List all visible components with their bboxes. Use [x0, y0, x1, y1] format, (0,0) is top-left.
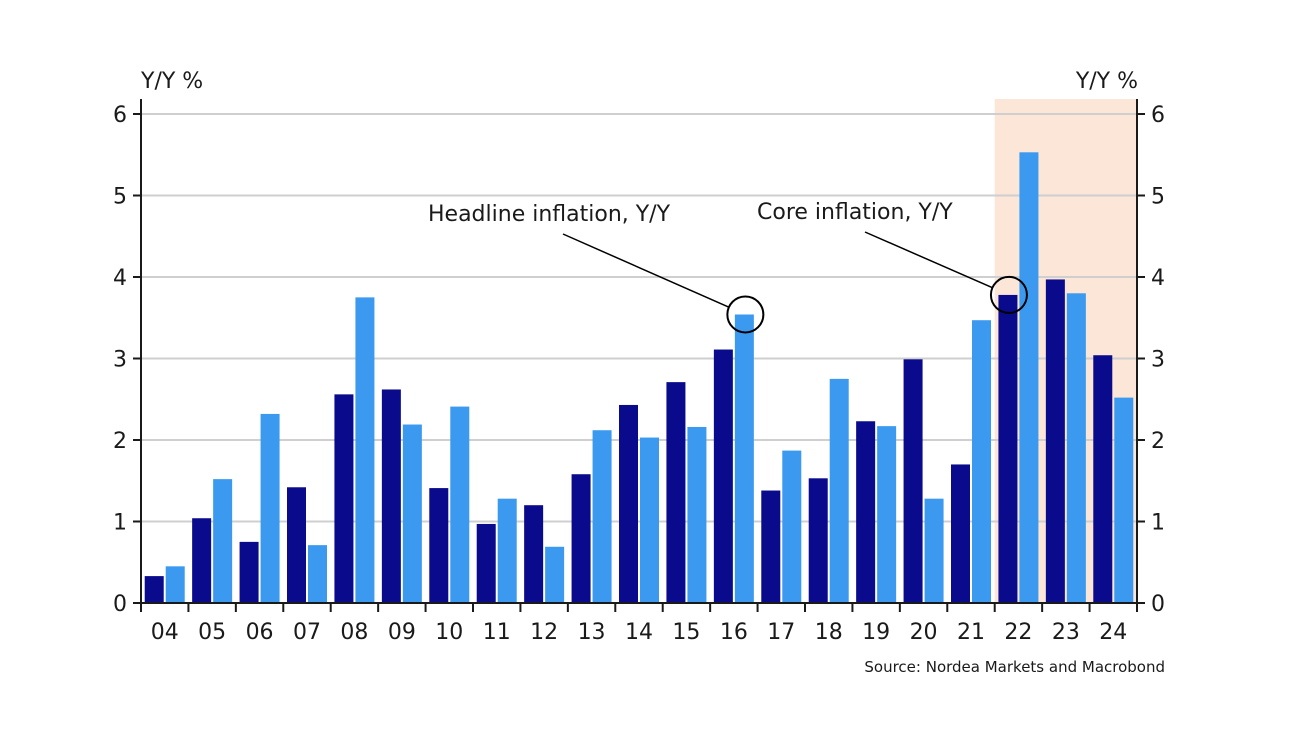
x-tick-label: 14: [625, 620, 653, 645]
highlight-band: [994, 99, 1137, 603]
bars: [144, 152, 1134, 603]
y-tick-label: 6: [113, 103, 127, 128]
headline-bar-20: [924, 498, 944, 603]
x-tick-label: 21: [957, 620, 985, 645]
axes: [133, 99, 1145, 604]
x-tick-label: 15: [672, 620, 700, 645]
y-tick-label: 1: [1151, 511, 1165, 536]
y-tick-label: 5: [113, 185, 127, 210]
x-tick-label: 24: [1099, 620, 1127, 645]
headline-bar-11: [497, 498, 517, 603]
x-axis-ticks: 04 05 06 07 08 09 10 11 12 13 14 15 16 17 18 19 20 21 22 23…: [140, 603, 1138, 645]
x-tick-label: 19: [862, 620, 890, 645]
core-bar-04: [144, 576, 164, 603]
y-tick-label: 2: [1151, 429, 1165, 454]
x-tick-label: 07: [293, 620, 321, 645]
x-tick-label: 20: [910, 620, 938, 645]
headline-bar-09: [402, 424, 422, 603]
x-tick-label: 12: [530, 620, 558, 645]
core-bar-13: [571, 474, 591, 603]
x-tick-label: 06: [246, 620, 274, 645]
core-bar-11: [476, 523, 496, 603]
headline-bar-14: [640, 437, 659, 603]
annotation-circle: [726, 295, 765, 334]
headline-bar-16: [734, 314, 754, 603]
headline-bar-24: [1114, 397, 1134, 603]
headline-bar-06: [260, 413, 280, 603]
x-tick-label: 23: [1052, 620, 1080, 645]
core-bar-20: [903, 359, 923, 603]
x-tick-label: 09: [388, 620, 416, 645]
core-bar-07: [287, 487, 306, 603]
x-tick-label: 10: [435, 620, 463, 645]
headline-bar-17: [782, 450, 802, 603]
core-bar-22: [998, 294, 1018, 603]
headline-bar-13: [592, 430, 612, 603]
annotations: Headline inflation, Y/Y Core inflation, Y…: [428, 200, 1028, 334]
headline-bar-12: [545, 546, 565, 603]
headline-bar-21: [972, 320, 991, 603]
core-bar-17: [761, 490, 781, 603]
core-bar-09: [381, 389, 401, 603]
y-tick-label: 0: [1151, 592, 1165, 617]
x-tick-label: 08: [340, 620, 368, 645]
core-bar-10: [429, 488, 449, 603]
headline-bar-04: [165, 566, 185, 603]
y-tick-label: 3: [1151, 348, 1165, 373]
core-bar-12: [524, 505, 544, 603]
x-tick-label: 04: [151, 620, 179, 645]
x-tick-label: 11: [483, 620, 511, 645]
core-bar-19: [856, 421, 876, 603]
annotation-leader-line: [562, 233, 730, 308]
y-tick-label: 4: [1151, 266, 1165, 291]
gridlines: [141, 113, 1137, 523]
annotation-leader-line: [864, 231, 993, 289]
y-axis-right-unit: Y/Y %: [1075, 69, 1138, 94]
x-tick-label: 17: [767, 620, 795, 645]
y-tick-label: 3: [113, 348, 127, 373]
annotation-circle: [989, 275, 1028, 314]
core-bar-24: [1093, 355, 1113, 603]
core-bar-23: [1045, 279, 1065, 603]
y-tick-label: 4: [113, 266, 127, 291]
headline-bar-10: [450, 406, 470, 603]
core-bar-15: [666, 382, 686, 603]
y-axis-left-unit: Y/Y %: [140, 69, 203, 94]
x-tick-label: 16: [720, 620, 748, 645]
source-note: Source: Nordea Markets and Macrobond: [864, 658, 1165, 676]
x-tick-label: 05: [198, 620, 226, 645]
headline-bar-05: [213, 479, 233, 603]
headline-bar-18: [829, 378, 849, 603]
core-bar-21: [951, 464, 970, 603]
core-bar-16: [713, 349, 733, 603]
y-tick-label: 0: [113, 592, 127, 617]
headline-bar-22: [1019, 152, 1039, 603]
y-axis-right-ticks: 0 1 2 3 4 5 6: [1137, 103, 1165, 617]
core-bar-08: [334, 394, 354, 603]
y-tick-label: 2: [113, 429, 127, 454]
y-tick-label: 6: [1151, 103, 1165, 128]
x-tick-label: 22: [1004, 620, 1032, 645]
x-tick-label: 18: [815, 620, 843, 645]
core-bar-18: [808, 478, 828, 603]
y-tick-label: 5: [1151, 185, 1165, 210]
headline-bar-08: [355, 297, 375, 603]
y-axis-left-ticks: 0 1 2 3 4 5 6: [113, 103, 141, 617]
y-tick-label: 1: [113, 511, 127, 536]
annotation-label: Core inflation, Y/Y: [757, 200, 953, 225]
headline-bar-15: [687, 426, 707, 603]
headline-bar-19: [877, 426, 897, 603]
annotation-label: Headline inflation, Y/Y: [428, 202, 671, 227]
x-tick-label: 13: [578, 620, 606, 645]
core-bar-05: [192, 518, 212, 603]
headline-bar-07: [308, 545, 327, 603]
core-bar-14: [619, 404, 638, 603]
core-bar-06: [239, 541, 259, 603]
headline-bar-23: [1066, 293, 1086, 603]
